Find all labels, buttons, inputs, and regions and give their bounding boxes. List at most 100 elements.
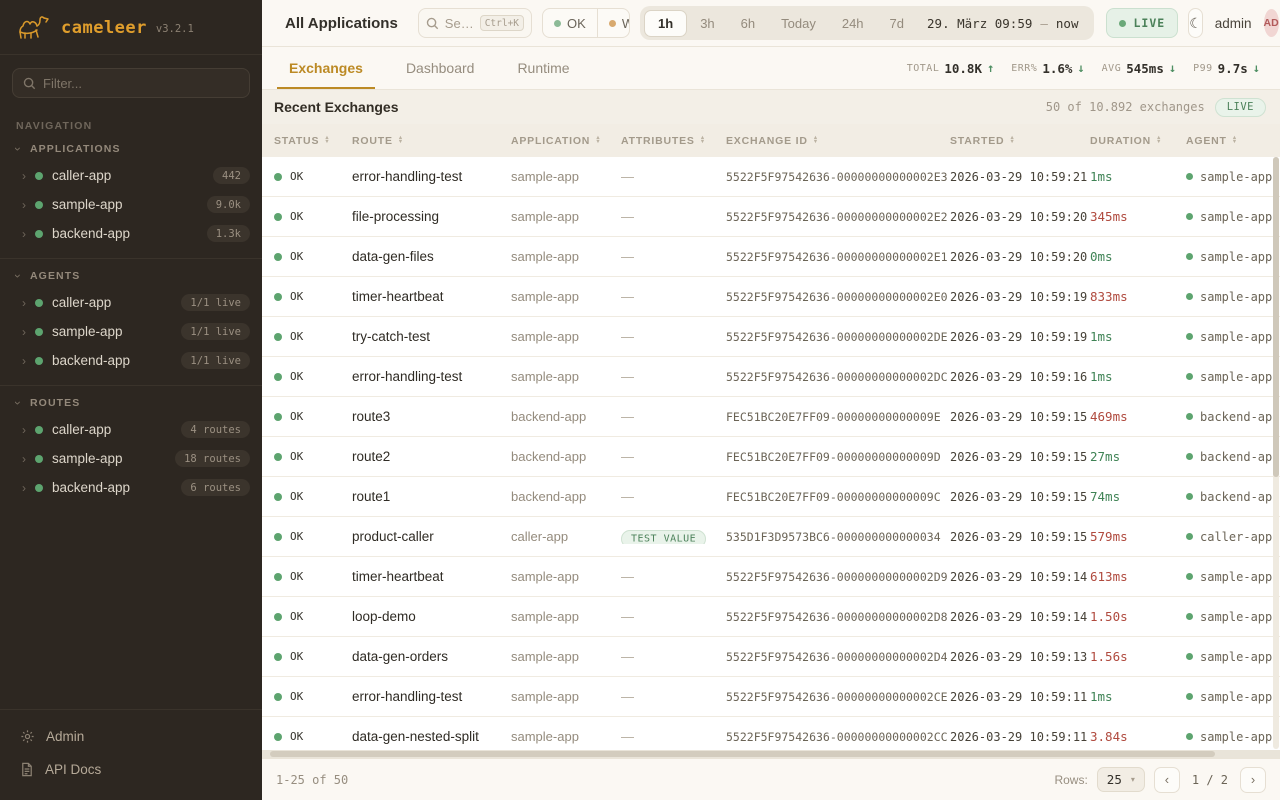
table-row[interactable]: OK route2 backend-app — FEC51BC20E7FF09-…	[262, 437, 1280, 477]
row-attributes: —	[621, 289, 634, 304]
sidebar-item-api-docs[interactable]: API Docs	[0, 753, 262, 786]
table-row[interactable]: OK timer-heartbeat sample-app — 5522F5F9…	[262, 557, 1280, 597]
tab-exchanges[interactable]: Exchanges	[277, 47, 375, 89]
stat-value: 1.6%	[1042, 60, 1073, 76]
time-range-6h[interactable]: 6h	[740, 15, 756, 31]
row-agent: sample-app-1	[1200, 369, 1280, 384]
time-range-today[interactable]: Today	[781, 15, 816, 31]
column-header-duration[interactable]: DURATION ▲ ▼	[1090, 134, 1163, 147]
status-filter-ok[interactable]: OK	[543, 9, 597, 37]
stat-avg: AVG 545ms ↓	[1102, 61, 1176, 76]
tab-dashboard[interactable]: Dashboard	[405, 60, 475, 76]
section-header-routes[interactable]: › ROUTES	[0, 388, 262, 415]
sidebar-item-applications-sample-app[interactable]: › sample-app 9.0k	[0, 190, 262, 219]
sidebar-item-admin[interactable]: Admin	[0, 720, 262, 753]
table-row[interactable]: OK file-processing sample-app — 5522F5F9…	[262, 197, 1280, 237]
footer-item-label: API Docs	[45, 762, 102, 777]
table-row[interactable]: OK error-handling-test sample-app — 5522…	[262, 157, 1280, 197]
scrollbar-thumb[interactable]	[270, 751, 1215, 757]
column-header-route[interactable]: ROUTE ▲ ▼	[352, 134, 404, 147]
item-badge: 4 routes	[181, 421, 250, 438]
rows-per-page-select[interactable]: 25 ▾	[1096, 767, 1145, 792]
status-ok-dot	[274, 612, 282, 621]
table-row[interactable]: OK data-gen-nested-split sample-app — 55…	[262, 717, 1280, 750]
sidebar-item-agents-sample-app[interactable]: › sample-app 1/1 live	[0, 317, 262, 346]
next-page-button[interactable]: ›	[1240, 766, 1266, 793]
time-range-1h[interactable]: 1h	[644, 9, 688, 37]
moon-icon: ☾	[1189, 14, 1202, 31]
table-row[interactable]: OK product-caller caller-app TEST VALUE …	[262, 517, 1280, 557]
table-row[interactable]: OK loop-demo sample-app — 5522F5F9754263…	[262, 597, 1280, 637]
table-row[interactable]: OK error-handling-test sample-app — 5522…	[262, 357, 1280, 397]
theme-toggle-button[interactable]: ☾	[1188, 8, 1203, 38]
sidebar-item-applications-backend-app[interactable]: › backend-app 1.3k	[0, 219, 262, 248]
table-row[interactable]: OK data-gen-files sample-app — 5522F5F97…	[262, 237, 1280, 277]
sidebar-item-routes-backend-app[interactable]: › backend-app 6 routes	[0, 473, 262, 502]
status-dot	[35, 229, 43, 238]
agent-status-dot	[1186, 613, 1193, 620]
filter-input[interactable]: Filter...	[12, 68, 250, 98]
status-ok-dot	[274, 492, 282, 501]
row-started: 2026-03-29 10:59:14	[950, 569, 1088, 584]
status-ok-dot	[274, 572, 282, 581]
row-status: OK	[290, 210, 304, 223]
time-range-24h[interactable]: 24h	[841, 15, 864, 31]
scrollbar-thumb[interactable]	[1273, 157, 1279, 477]
row-route: data-gen-orders	[352, 649, 449, 664]
column-header-agent[interactable]: AGENT ▲ ▼	[1186, 134, 1238, 147]
row-attributes: —	[621, 729, 634, 744]
table-row[interactable]: OK error-handling-test sample-app — 5522…	[262, 677, 1280, 717]
row-started: 2026-03-29 10:59:14	[950, 609, 1088, 624]
status-ok-dot	[274, 252, 282, 261]
section-header-agents[interactable]: › AGENTS	[0, 261, 262, 288]
vertical-scrollbar[interactable]	[1273, 157, 1279, 749]
row-exchange-id: 5522F5F97542636-00000000000002DE	[726, 329, 948, 344]
row-started: 2026-03-29 10:59:19	[950, 289, 1088, 304]
live-toggle-button[interactable]: LIVE	[1106, 8, 1179, 38]
time-range-7d[interactable]: 7d	[889, 15, 905, 31]
status-filter-warn[interactable]: Wa	[596, 9, 629, 37]
table-row[interactable]: OK timer-heartbeat sample-app — 5522F5F9…	[262, 277, 1280, 317]
row-route: try-catch-test	[352, 329, 431, 344]
column-header-exchange-id[interactable]: EXCHANGE ID ▲ ▼	[726, 134, 819, 147]
row-started: 2026-03-29 10:59:15	[950, 449, 1088, 464]
avatar[interactable]: AD	[1263, 9, 1279, 37]
chevron-right-icon: ›	[22, 480, 26, 495]
prev-page-button[interactable]: ‹	[1153, 766, 1180, 793]
search-input[interactable]: Se… Ctrl+K	[417, 8, 533, 38]
table-row[interactable]: OK try-catch-test sample-app — 5522F5F97…	[262, 317, 1280, 357]
row-status: OK	[290, 690, 304, 703]
item-label: caller-app	[52, 168, 112, 183]
column-header-application[interactable]: APPLICATION ▲ ▼	[511, 134, 602, 147]
row-route: data-gen-files	[352, 249, 434, 264]
tab-runtime[interactable]: Runtime	[517, 60, 570, 76]
row-duration: 1ms	[1090, 689, 1113, 704]
gear-icon	[21, 730, 34, 743]
trend-down-icon: ↓	[1252, 61, 1260, 75]
table-row[interactable]: OK data-gen-orders sample-app — 5522F5F9…	[262, 637, 1280, 677]
sidebar-item-routes-caller-app[interactable]: › caller-app 4 routes	[0, 415, 262, 444]
row-agent: caller-app-1	[1200, 529, 1280, 544]
horizontal-scrollbar[interactable]	[262, 750, 1280, 758]
column-header-attributes[interactable]: ATTRIBUTES ▲ ▼	[621, 134, 706, 147]
date-range[interactable]: 29. März 09:59 – now	[917, 16, 1090, 31]
table-row[interactable]: OK route3 backend-app — FEC51BC20E7FF09-…	[262, 397, 1280, 437]
sidebar-item-agents-backend-app[interactable]: › backend-app 1/1 live	[0, 346, 262, 375]
time-range-3h[interactable]: 3h	[700, 15, 715, 31]
sidebar-item-agents-caller-app[interactable]: › caller-app 1/1 live	[0, 288, 262, 317]
item-label: sample-app	[52, 324, 123, 339]
chevron-right-icon: ›	[22, 197, 26, 212]
sidebar-item-routes-sample-app[interactable]: › sample-app 18 routes	[0, 444, 262, 473]
section-header-applications[interactable]: › APPLICATIONS	[0, 134, 262, 161]
status-dot	[35, 483, 43, 492]
sidebar-item-applications-caller-app[interactable]: › caller-app 442	[0, 161, 262, 190]
row-exchange-id: 5522F5F97542636-00000000000002CE	[726, 689, 948, 704]
row-application: sample-app	[511, 369, 579, 384]
agent-status-dot	[1186, 373, 1193, 380]
column-header-status[interactable]: STATUS ▲ ▼	[274, 134, 331, 147]
column-header-started[interactable]: STARTED ▲ ▼	[950, 134, 1016, 147]
divider	[0, 385, 262, 386]
stat-value: 545ms	[1126, 60, 1164, 76]
table-row[interactable]: OK route1 backend-app — FEC51BC20E7FF09-…	[262, 477, 1280, 517]
row-agent: sample-app-1	[1200, 169, 1280, 184]
